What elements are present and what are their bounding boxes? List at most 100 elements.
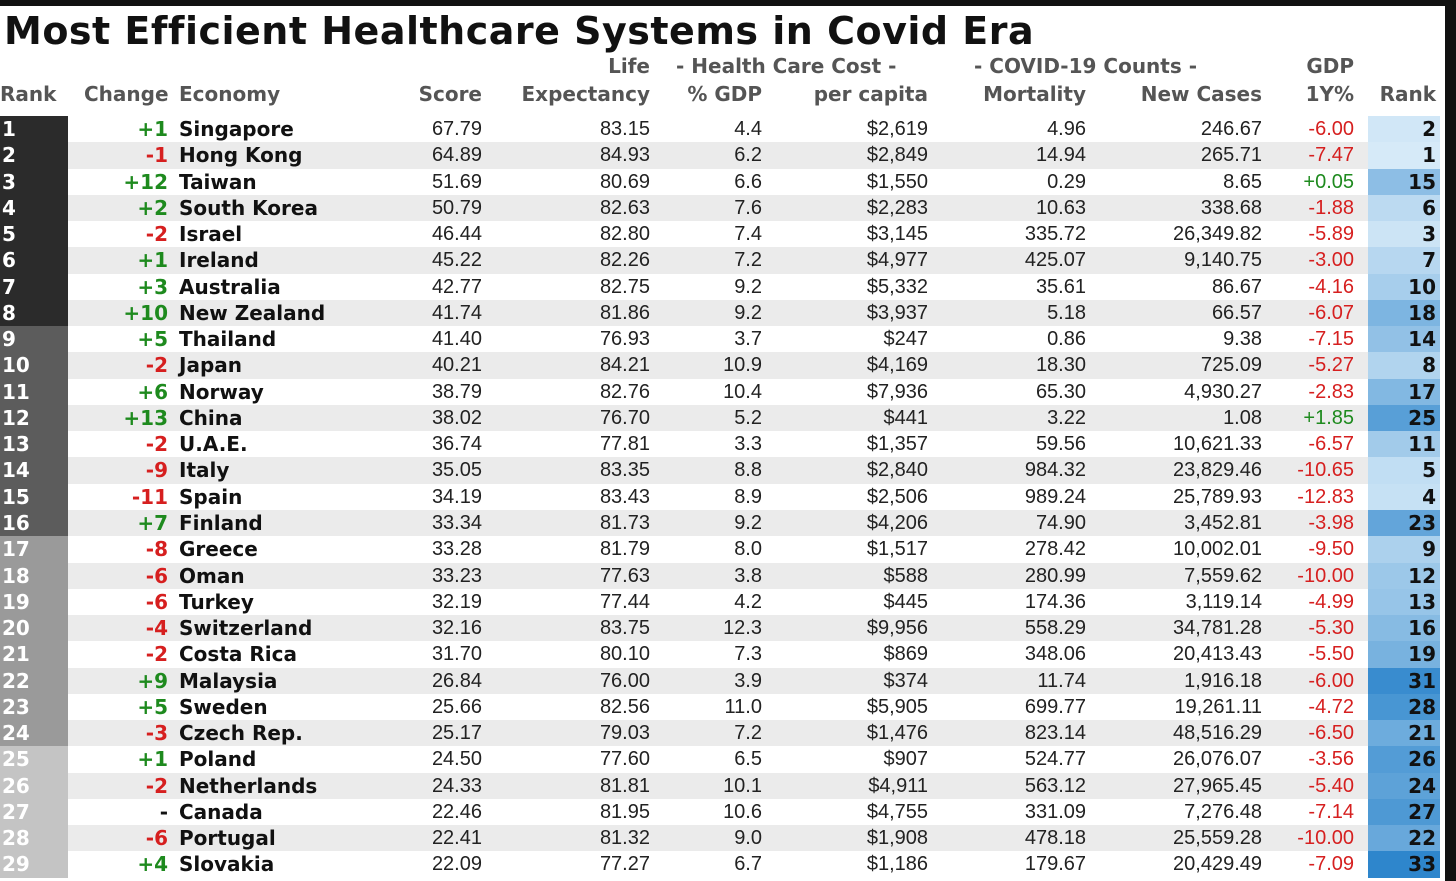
gdp-pct-cell: 10.1 [723, 774, 762, 797]
economy-cell: Poland [179, 747, 257, 772]
gdp-1y-cell: -4.16 [1308, 275, 1354, 298]
change-cell: +9 [137, 668, 168, 693]
per-capita-cell: $2,619 [866, 118, 928, 140]
mortality-cell: 35.61 [1035, 275, 1086, 298]
rank-cell: 26 [0, 772, 68, 799]
life-expectancy-cell: 82.63 [599, 196, 650, 219]
change-cell: +1 [137, 117, 168, 141]
per-capita-cell: $7,936 [866, 380, 928, 403]
mortality-cell: 823.14 [1024, 722, 1086, 745]
row-band [68, 457, 1368, 484]
rank-2-cell: 28 [1368, 693, 1440, 721]
gdp-1y-cell: -3.56 [1308, 748, 1354, 771]
change-cell: -1 [145, 143, 168, 168]
score-cell: 31.70 [431, 643, 482, 666]
mortality-cell: 0.86 [1047, 328, 1086, 351]
rank-cell: 15 [0, 483, 68, 510]
rank-cell: 7 [0, 273, 68, 300]
rank-cell: 24 [0, 720, 68, 747]
economy-cell: Israel [179, 222, 243, 247]
gdp-pct-cell: 6.5 [734, 748, 762, 771]
table-row: 14 -9 Italy 35.05 83.35 8.8 $2,840 984.32 23,829… [0, 457, 1445, 484]
header-new-cases: New Cases [1140, 82, 1262, 106]
score-cell: 22.41 [431, 827, 482, 850]
mortality-cell: 563.12 [1024, 774, 1086, 797]
table-row: 18 -6 Oman 33.23 77.63 3.8 $588 280.99 7,559.62 -… [0, 562, 1445, 589]
gdp-pct-cell: 7.2 [734, 722, 762, 745]
change-cell: -6 [145, 826, 168, 851]
table-row: 21 -2 Costa Rica 31.70 80.10 7.3 $869 348.06 20,… [0, 641, 1445, 668]
table-header: Rank Change Economy Score Life Expectanc… [0, 52, 1445, 114]
rank-cell: 20 [0, 615, 68, 642]
gdp-pct-cell: 10.9 [723, 354, 762, 377]
life-expectancy-cell: 81.95 [599, 800, 650, 823]
gdp-1y-cell: -7.15 [1308, 328, 1354, 351]
rank-cell: 4 [0, 194, 68, 222]
per-capita-cell: $2,283 [866, 196, 928, 219]
rank-cell: 18 [0, 562, 68, 589]
life-expectancy-cell: 76.00 [599, 669, 650, 692]
change-cell: -2 [145, 222, 168, 247]
score-cell: 25.17 [431, 722, 482, 745]
table-row: 12 +13 China 38.02 76.70 5.2 $441 3.22 1.08 +1.85… [0, 404, 1445, 432]
header-rank-2: Rank [1379, 82, 1436, 106]
life-expectancy-cell: 77.81 [599, 433, 650, 456]
per-capita-cell: $5,332 [866, 275, 928, 298]
gdp-pct-cell: 9.2 [734, 301, 762, 324]
economy-cell: Spain [179, 484, 243, 509]
per-capita-cell: $2,840 [866, 459, 928, 482]
economy-cell: Italy [179, 458, 230, 483]
per-capita-cell: $441 [883, 406, 929, 429]
change-cell: +1 [137, 747, 168, 772]
change-cell: +7 [137, 510, 168, 535]
gdp-1y-cell: -3.98 [1308, 511, 1354, 534]
score-cell: 41.40 [431, 328, 482, 351]
rank-2-cell: 14 [1368, 326, 1440, 353]
gdp-1y-cell: -4.99 [1308, 590, 1354, 613]
mortality-cell: 179.67 [1024, 853, 1086, 876]
header-life-top: Life [608, 54, 650, 78]
new-cases-cell: 7,276.48 [1184, 800, 1262, 823]
new-cases-cell: 19,261.11 [1174, 695, 1263, 718]
table-row: 7 +3 Australia 42.77 82.75 9.2 $5,332 35.61 86.6… [0, 273, 1445, 300]
mortality-cell: 425.07 [1024, 249, 1086, 272]
rank-cell: 25 [0, 746, 68, 773]
life-expectancy-cell: 81.86 [599, 301, 650, 324]
new-cases-cell: 9.38 [1223, 328, 1262, 351]
per-capita-cell: $5,905 [866, 695, 928, 718]
gdp-pct-cell: 8.0 [734, 538, 762, 561]
new-cases-cell: 20,413.43 [1173, 643, 1262, 666]
life-expectancy-cell: 76.93 [599, 328, 650, 351]
row-band [68, 509, 1368, 537]
change-cell: -2 [145, 353, 168, 378]
change-cell: +6 [137, 379, 168, 404]
life-expectancy-cell: 83.15 [599, 118, 650, 140]
header-gdp-pct: % GDP [687, 82, 762, 106]
gdp-pct-cell: 8.8 [734, 459, 762, 482]
new-cases-cell: 1,916.18 [1184, 669, 1262, 692]
mortality-cell: 18.30 [1035, 354, 1086, 377]
table-row: 19 -6 Turkey 32.19 77.44 4.2 $445 174.36 3,119.1… [0, 588, 1445, 616]
gdp-1y-cell: -1.88 [1308, 196, 1354, 219]
economy-cell: Singapore [179, 117, 294, 141]
economy-cell: Turkey [179, 589, 254, 614]
rank-2-cell: 13 [1368, 588, 1440, 616]
gdp-1y-cell: -4.72 [1308, 695, 1354, 718]
life-expectancy-cell: 77.60 [599, 748, 650, 771]
rank-2-cell: 23 [1368, 509, 1440, 537]
score-cell: 33.23 [431, 564, 482, 587]
mortality-cell: 335.72 [1024, 223, 1086, 246]
table-row: 11 +6 Norway 38.79 82.76 10.4 $7,936 65.30 4,930… [0, 378, 1445, 405]
change-cell: +5 [137, 327, 168, 352]
rank-2-cell: 22 [1368, 825, 1440, 852]
gdp-1y-cell: -2.83 [1308, 380, 1354, 403]
page-title: Most Efficient Healthcare Systems in Cov… [4, 9, 1035, 53]
change-cell: +10 [123, 300, 168, 325]
header-gdp-top: GDP [1306, 54, 1354, 78]
table-row: 4 +2 South Korea 50.79 82.63 7.6 $2,283 10.63 33… [0, 194, 1445, 222]
rank-2-cell: 5 [1368, 457, 1440, 484]
score-cell: 42.77 [431, 275, 482, 298]
new-cases-cell: 338.68 [1200, 196, 1262, 219]
gdp-1y-cell: -10.65 [1297, 459, 1354, 482]
change-cell: - [159, 799, 168, 824]
